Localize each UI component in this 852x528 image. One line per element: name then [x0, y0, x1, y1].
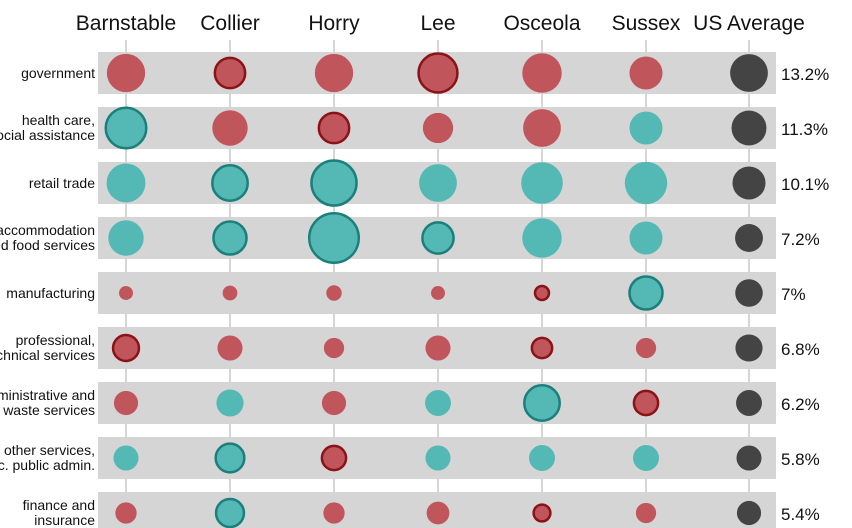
column-label-us-average: US Average: [693, 12, 805, 35]
bubble-osceola-accommodation-and-food-services: [522, 218, 562, 258]
column-label-horry: Horry: [308, 12, 360, 35]
bubble-us-average-professional-technical-services: [735, 334, 763, 362]
bubble-horry-administrative-and-waste-services: [321, 390, 347, 416]
us-average-value-government: 13.2%: [781, 65, 829, 84]
bubble-osceola-government: [522, 53, 562, 93]
bubble-osceola-manufacturing: [533, 284, 551, 302]
bubble-collier-government: [213, 56, 247, 90]
bubble-horry-health-care-social-assistance: [317, 111, 351, 145]
row-label-government: government: [21, 65, 95, 81]
bubble-collier-accommodation-and-food-services: [212, 220, 248, 256]
bubble-collier-administrative-and-waste-services: [216, 389, 244, 417]
bubble-lee-administrative-and-waste-services: [425, 390, 451, 416]
us-average-value-health-care-social-assistance: 11.3%: [781, 120, 828, 139]
us-average-value-retail-trade: 10.1%: [781, 175, 829, 194]
bubble-us-average-finance-and-insurance: [736, 500, 762, 526]
us-average-value-finance-and-insurance: 5.4%: [781, 505, 820, 524]
bubble-barnstable-accommodation-and-food-services: [108, 220, 144, 256]
bubble-barnstable-professional-technical-services: [111, 333, 141, 363]
row-label-other-services-exc-public-admin: other services,exc. public admin.: [0, 442, 95, 473]
bubble-sussex-administrative-and-waste-services: [632, 389, 660, 417]
bubble-collier-other-services-exc-public-admin: [214, 442, 246, 474]
column-label-barnstable: Barnstable: [76, 12, 176, 35]
row-label-manufacturing: manufacturing: [6, 285, 95, 301]
bubble-barnstable-finance-and-insurance: [115, 502, 137, 524]
bubble-sussex-manufacturing: [628, 275, 664, 311]
us-average-value-professional-technical-services: 6.8%: [781, 340, 820, 359]
row-label-retail-trade: retail trade: [29, 175, 95, 191]
bubble-osceola-retail-trade: [521, 162, 563, 204]
bubble-horry-finance-and-insurance: [323, 502, 345, 524]
bubble-sussex-retail-trade: [624, 161, 668, 205]
bubble-us-average-accommodation-and-food-services: [735, 224, 763, 252]
bubble-us-average-health-care-social-assistance: [731, 110, 767, 146]
bubble-lee-other-services-exc-public-admin: [425, 445, 451, 471]
row-label-accommodation-and-food-services: accommodationand food services: [0, 222, 95, 253]
bubble-osceola-health-care-social-assistance: [523, 109, 561, 147]
bubble-us-average-other-services-exc-public-admin: [736, 445, 762, 471]
us-average-value-administrative-and-waste-services: 6.2%: [781, 395, 820, 414]
row-label-finance-and-insurance: finance and insurance: [23, 497, 96, 528]
bubble-osceola-other-services-exc-public-admin: [529, 445, 555, 471]
bubble-barnstable-health-care-social-assistance: [104, 106, 148, 150]
column-label-lee: Lee: [420, 12, 455, 35]
us-average-value-manufacturing: 7%: [781, 285, 806, 304]
bubble-sussex-accommodation-and-food-services: [629, 221, 663, 255]
column-label-collier: Collier: [200, 12, 260, 35]
bubble-horry-other-services-exc-public-admin: [320, 444, 348, 472]
bubble-sussex-government: [629, 56, 663, 90]
row-label-health-care-social-assistance: health care,social assistance: [0, 112, 95, 143]
bubble-lee-accommodation-and-food-services: [421, 221, 455, 255]
bubble-sussex-health-care-social-assistance: [629, 111, 663, 145]
bubble-lee-retail-trade: [419, 164, 457, 202]
bubble-us-average-government: [730, 54, 768, 92]
bubble-collier-finance-and-insurance: [214, 497, 246, 528]
bubble-lee-professional-technical-services: [425, 335, 451, 361]
bubble-horry-accommodation-and-food-services: [307, 211, 361, 265]
bubble-horry-professional-technical-services: [323, 337, 345, 359]
bubble-sussex-finance-and-insurance: [635, 502, 657, 524]
bubble-barnstable-government: [106, 53, 146, 93]
bubble-osceola-professional-technical-services: [530, 336, 554, 360]
bubble-sussex-other-services-exc-public-admin: [633, 445, 659, 471]
bubble-barnstable-administrative-and-waste-services: [113, 390, 139, 416]
bubble-collier-professional-technical-services: [217, 335, 243, 361]
bubble-collier-health-care-social-assistance: [212, 110, 248, 146]
column-label-osceola: Osceola: [503, 12, 580, 35]
bubble-horry-retail-trade: [310, 159, 358, 207]
us-average-value-other-services-exc-public-admin: 5.8%: [781, 450, 820, 469]
bubble-barnstable-retail-trade: [106, 163, 146, 203]
bubble-us-average-retail-trade: [732, 166, 766, 200]
column-label-sussex: Sussex: [612, 12, 681, 35]
bubble-barnstable-manufacturing: [119, 286, 133, 300]
bubbles: [104, 52, 768, 528]
bubble-sussex-professional-technical-services: [635, 337, 657, 359]
bubble-lee-manufacturing: [431, 286, 445, 300]
bubble-barnstable-other-services-exc-public-admin: [113, 445, 139, 471]
bubble-collier-retail-trade: [211, 164, 249, 202]
us-average-value-accommodation-and-food-services: 7.2%: [781, 230, 820, 249]
bubble-lee-finance-and-insurance: [426, 501, 450, 525]
bubble-us-average-administrative-and-waste-services: [736, 390, 762, 416]
bubble-us-average-manufacturing: [735, 279, 763, 307]
bubble-horry-government: [314, 53, 354, 93]
bubble-collier-manufacturing: [222, 285, 238, 301]
bubble-lee-government: [417, 52, 459, 94]
bubble-osceola-finance-and-insurance: [532, 503, 552, 523]
bubble-horry-manufacturing: [326, 285, 342, 301]
row-label-professional-technical-services: professional,technical services: [0, 332, 95, 363]
bubble-lee-health-care-social-assistance: [422, 112, 454, 144]
labels: Barnstable Collier Horry Lee Osceola Sussex US…: [0, 12, 829, 528]
bubble-osceola-administrative-and-waste-services: [523, 384, 561, 422]
